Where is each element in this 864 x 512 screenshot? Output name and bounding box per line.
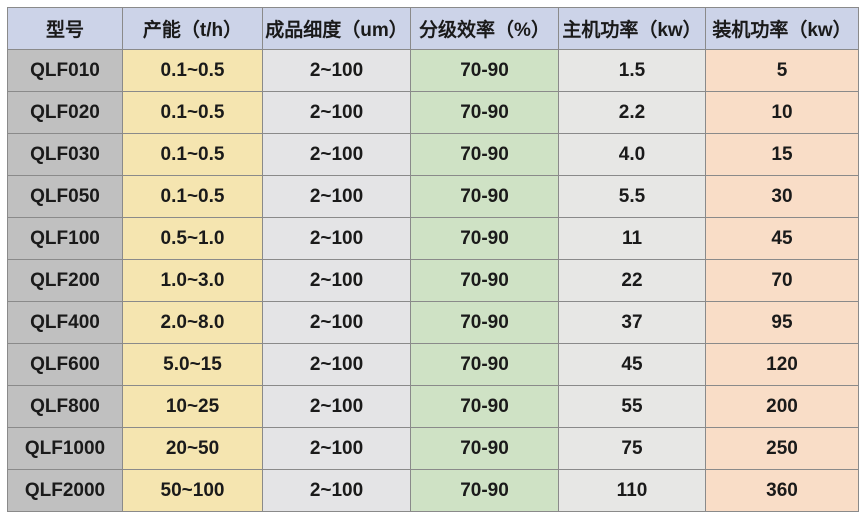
cell-main-power: 11 — [558, 217, 706, 260]
table-row: QLF2000 50~100 2~100 70-90 110 360 — [7, 469, 859, 512]
specifications-table: 型号 产能（t/h） 成品细度（um） 分级效率（%） 主机功率（kw） 装机功… — [7, 7, 859, 512]
cell-main-power: 55 — [558, 385, 706, 428]
cell-installed-power: 45 — [705, 217, 859, 260]
cell-installed-power: 10 — [705, 91, 859, 134]
column-header-main-power: 主机功率（kw） — [558, 7, 706, 50]
cell-capacity: 0.1~0.5 — [122, 133, 263, 176]
cell-model: QLF600 — [7, 343, 123, 386]
cell-capacity: 2.0~8.0 — [122, 301, 263, 344]
cell-fineness: 2~100 — [262, 133, 411, 176]
cell-efficiency: 70-90 — [410, 343, 559, 386]
cell-installed-power: 250 — [705, 427, 859, 470]
cell-fineness: 2~100 — [262, 385, 411, 428]
cell-fineness: 2~100 — [262, 427, 411, 470]
cell-installed-power: 95 — [705, 301, 859, 344]
cell-main-power: 37 — [558, 301, 706, 344]
table-header: 型号 产能（t/h） 成品细度（um） 分级效率（%） 主机功率（kw） 装机功… — [7, 7, 859, 50]
cell-fineness: 2~100 — [262, 217, 411, 260]
cell-efficiency: 70-90 — [410, 259, 559, 302]
table-header-row: 型号 产能（t/h） 成品细度（um） 分级效率（%） 主机功率（kw） 装机功… — [7, 7, 859, 50]
cell-fineness: 2~100 — [262, 49, 411, 92]
cell-fineness: 2~100 — [262, 343, 411, 386]
cell-model: QLF2000 — [7, 469, 123, 512]
cell-efficiency: 70-90 — [410, 133, 559, 176]
cell-model: QLF200 — [7, 259, 123, 302]
cell-capacity: 0.1~0.5 — [122, 91, 263, 134]
cell-model: QLF050 — [7, 175, 123, 218]
table-body: QLF010 0.1~0.5 2~100 70-90 1.5 5 QLF020 0.1~0.5… — [7, 49, 859, 512]
cell-fineness: 2~100 — [262, 259, 411, 302]
cell-installed-power: 360 — [705, 469, 859, 512]
cell-efficiency: 70-90 — [410, 469, 559, 512]
cell-installed-power: 5 — [705, 49, 859, 92]
cell-efficiency: 70-90 — [410, 301, 559, 344]
table-row: QLF020 0.1~0.5 2~100 70-90 2.2 10 — [7, 91, 859, 134]
cell-efficiency: 70-90 — [410, 427, 559, 470]
cell-capacity: 10~25 — [122, 385, 263, 428]
cell-efficiency: 70-90 — [410, 217, 559, 260]
cell-fineness: 2~100 — [262, 91, 411, 134]
cell-model: QLF100 — [7, 217, 123, 260]
cell-model: QLF010 — [7, 49, 123, 92]
table-row: QLF100 0.5~1.0 2~100 70-90 11 45 — [7, 217, 859, 260]
cell-fineness: 2~100 — [262, 175, 411, 218]
cell-capacity: 50~100 — [122, 469, 263, 512]
table-row: QLF030 0.1~0.5 2~100 70-90 4.0 15 — [7, 133, 859, 176]
cell-main-power: 5.5 — [558, 175, 706, 218]
cell-main-power: 1.5 — [558, 49, 706, 92]
column-header-installed-power: 装机功率（kw） — [705, 7, 859, 50]
cell-main-power: 2.2 — [558, 91, 706, 134]
cell-capacity: 5.0~15 — [122, 343, 263, 386]
column-header-capacity: 产能（t/h） — [122, 7, 263, 50]
cell-efficiency: 70-90 — [410, 385, 559, 428]
cell-efficiency: 70-90 — [410, 175, 559, 218]
table-row: QLF1000 20~50 2~100 70-90 75 250 — [7, 427, 859, 470]
table-row: QLF400 2.0~8.0 2~100 70-90 37 95 — [7, 301, 859, 344]
cell-installed-power: 30 — [705, 175, 859, 218]
cell-fineness: 2~100 — [262, 301, 411, 344]
cell-installed-power: 200 — [705, 385, 859, 428]
cell-efficiency: 70-90 — [410, 91, 559, 134]
cell-installed-power: 70 — [705, 259, 859, 302]
cell-capacity: 20~50 — [122, 427, 263, 470]
table-row: QLF050 0.1~0.5 2~100 70-90 5.5 30 — [7, 175, 859, 218]
cell-capacity: 0.1~0.5 — [122, 175, 263, 218]
cell-model: QLF020 — [7, 91, 123, 134]
cell-main-power: 22 — [558, 259, 706, 302]
cell-model: QLF1000 — [7, 427, 123, 470]
spec-table-container: 型号 产能（t/h） 成品细度（um） 分级效率（%） 主机功率（kw） 装机功… — [7, 7, 859, 512]
table-row: QLF010 0.1~0.5 2~100 70-90 1.5 5 — [7, 49, 859, 92]
cell-model: QLF800 — [7, 385, 123, 428]
cell-fineness: 2~100 — [262, 469, 411, 512]
table-row: QLF600 5.0~15 2~100 70-90 45 120 — [7, 343, 859, 386]
cell-main-power: 75 — [558, 427, 706, 470]
cell-model: QLF400 — [7, 301, 123, 344]
table-row: QLF800 10~25 2~100 70-90 55 200 — [7, 385, 859, 428]
cell-efficiency: 70-90 — [410, 49, 559, 92]
cell-capacity: 0.5~1.0 — [122, 217, 263, 260]
table-row: QLF200 1.0~3.0 2~100 70-90 22 70 — [7, 259, 859, 302]
cell-main-power: 4.0 — [558, 133, 706, 176]
cell-capacity: 0.1~0.5 — [122, 49, 263, 92]
cell-installed-power: 15 — [705, 133, 859, 176]
column-header-efficiency: 分级效率（%） — [410, 7, 559, 50]
cell-installed-power: 120 — [705, 343, 859, 386]
cell-main-power: 110 — [558, 469, 706, 512]
column-header-model: 型号 — [7, 7, 123, 50]
cell-model: QLF030 — [7, 133, 123, 176]
cell-capacity: 1.0~3.0 — [122, 259, 263, 302]
column-header-fineness: 成品细度（um） — [262, 7, 411, 50]
cell-main-power: 45 — [558, 343, 706, 386]
